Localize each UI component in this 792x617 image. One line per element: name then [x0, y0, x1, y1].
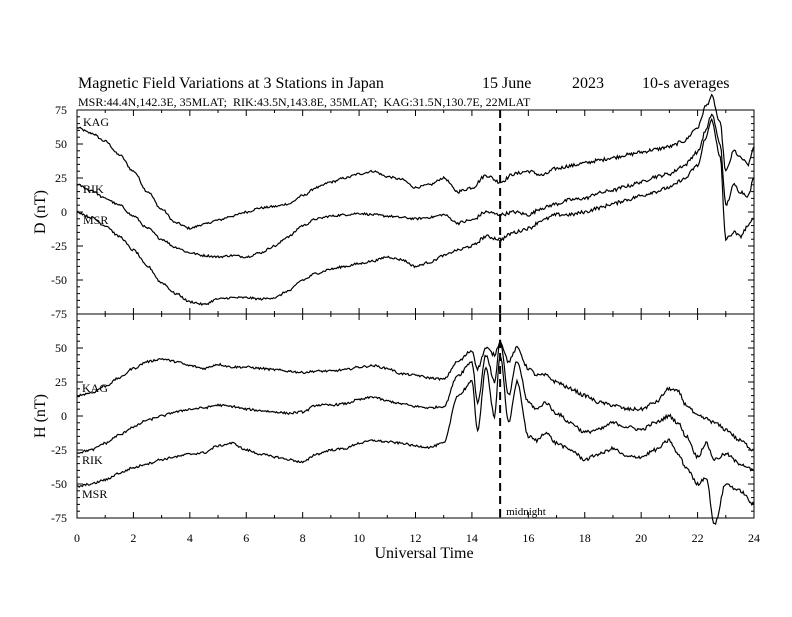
y-tick-label: -50 [51, 273, 67, 287]
series-label-rik: RIK [82, 453, 103, 467]
x-tick-label: 4 [187, 531, 193, 545]
series-label-rik: RIK [83, 182, 104, 196]
series-line-msr [76, 117, 755, 307]
series-line-msr [76, 353, 755, 526]
series-label-kag: KAG [82, 381, 108, 395]
y-axis-title: D (nT) [32, 190, 49, 234]
x-tick-label: 16 [522, 531, 534, 545]
midnight-label: midnight [506, 506, 546, 518]
series-line-rik [76, 339, 755, 472]
y-tick-label: 25 [55, 171, 67, 185]
y-tick-label: -75 [51, 307, 67, 321]
y-tick-label: -75 [51, 511, 67, 525]
series-label-kag: KAG [83, 115, 109, 129]
series-line-kag [76, 338, 755, 452]
x-tick-label: 2 [130, 531, 136, 545]
x-tick-label: 24 [748, 531, 760, 545]
x-tick-label: 0 [74, 531, 80, 545]
y-tick-label: 0 [61, 205, 67, 219]
x-tick-label: 18 [579, 531, 591, 545]
panel-1: 50 25 0 -25 -50 -75 H (nT) KAG RIK MSR [32, 313, 755, 526]
x-tick-label: 10 [353, 531, 365, 545]
x-axis-title: Universal Time [374, 545, 473, 562]
y-tick-label: 50 [55, 341, 67, 355]
panel-0: 75 50 25 0 -25 -50 -75 D (nT) KAG RIK MSR [32, 93, 755, 321]
y-tick-label: -50 [51, 477, 67, 491]
y-tick-label: -25 [51, 239, 67, 253]
y-tick-label: 75 [55, 103, 67, 117]
panel-frame [76, 313, 755, 519]
series-label-msr: MSR [83, 213, 108, 227]
x-tick-label: 22 [692, 531, 704, 545]
x-tick-label: 14 [466, 531, 478, 545]
chart-year: 2023 [572, 75, 604, 92]
y-tick-label: 0 [61, 409, 67, 423]
x-tick-label: 12 [410, 531, 422, 545]
series-label-msr: MSR [82, 487, 107, 501]
series-line-rik [76, 113, 755, 259]
chart-panels: 75 50 25 0 -25 -50 -75 D (nT) KAG RIK MSR 50 25 0 -25 -… [32, 93, 760, 545]
y-tick-label: 25 [55, 375, 67, 389]
series-line-kag [76, 93, 755, 231]
chart-date: 15 June [482, 75, 531, 92]
x-tick-label: 20 [635, 531, 647, 545]
y-tick-label: -25 [51, 443, 67, 457]
y-axis-title: H (nT) [32, 394, 49, 438]
chart-averaging: 10-s averages [642, 75, 730, 92]
x-tick-label: 8 [300, 531, 306, 545]
y-tick-label: 50 [55, 137, 67, 151]
chart-title: Magnetic Field Variations at 3 Stations … [78, 75, 384, 92]
x-tick-label: 6 [243, 531, 249, 545]
panel-frame [76, 109, 755, 315]
chart-subtitle: MSR:44.4N,142.3E, 35MLAT; RIK:43.5N,143.… [78, 95, 531, 109]
